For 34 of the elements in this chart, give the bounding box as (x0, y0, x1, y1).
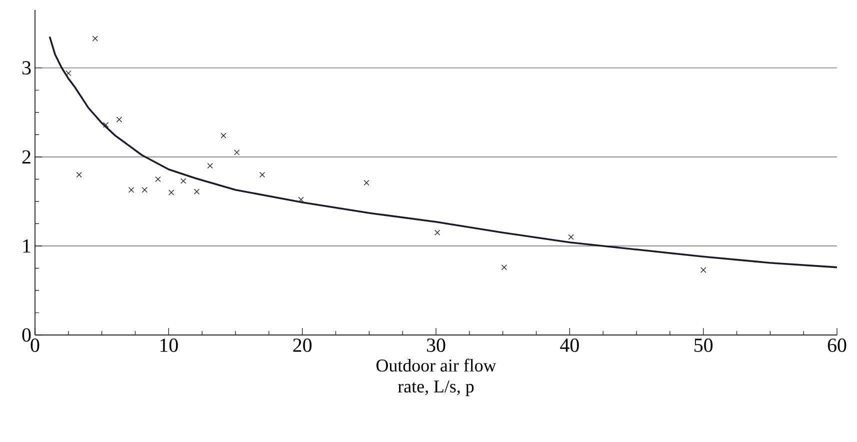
y-tick-label: 2 (22, 150, 30, 164)
y-tick-label: 0 (22, 328, 31, 342)
x-tick-label: 0 (30, 338, 40, 352)
line-series (48, 36, 838, 268)
point (700, 267, 706, 273)
point (207, 162, 213, 169)
point (92, 36, 98, 42)
y-tick-label: 3 (22, 61, 31, 75)
point (259, 172, 266, 178)
x-tick-label: 10 (160, 338, 178, 352)
point (568, 234, 574, 240)
point (501, 264, 507, 270)
x-tick-label: 60 (828, 338, 846, 352)
point (116, 116, 122, 122)
x-axis-title: Outdoor air flow rate, L/s, p (376, 358, 496, 396)
point (142, 187, 148, 193)
point (76, 172, 82, 178)
point (180, 178, 186, 184)
point (364, 180, 370, 186)
point (220, 132, 226, 138)
point (194, 188, 200, 194)
x-tick-label: 20 (293, 338, 312, 352)
y-tick-label: 1 (23, 239, 30, 253)
point (168, 190, 174, 196)
point (66, 70, 72, 76)
x-tick-label: 50 (694, 338, 713, 352)
x-tick-label: 40 (560, 338, 579, 352)
point (434, 230, 440, 236)
point (298, 196, 304, 202)
point (128, 187, 134, 193)
x-tick-label: 30 (426, 338, 446, 352)
point (234, 150, 240, 156)
point (103, 122, 109, 128)
point (155, 176, 161, 182)
